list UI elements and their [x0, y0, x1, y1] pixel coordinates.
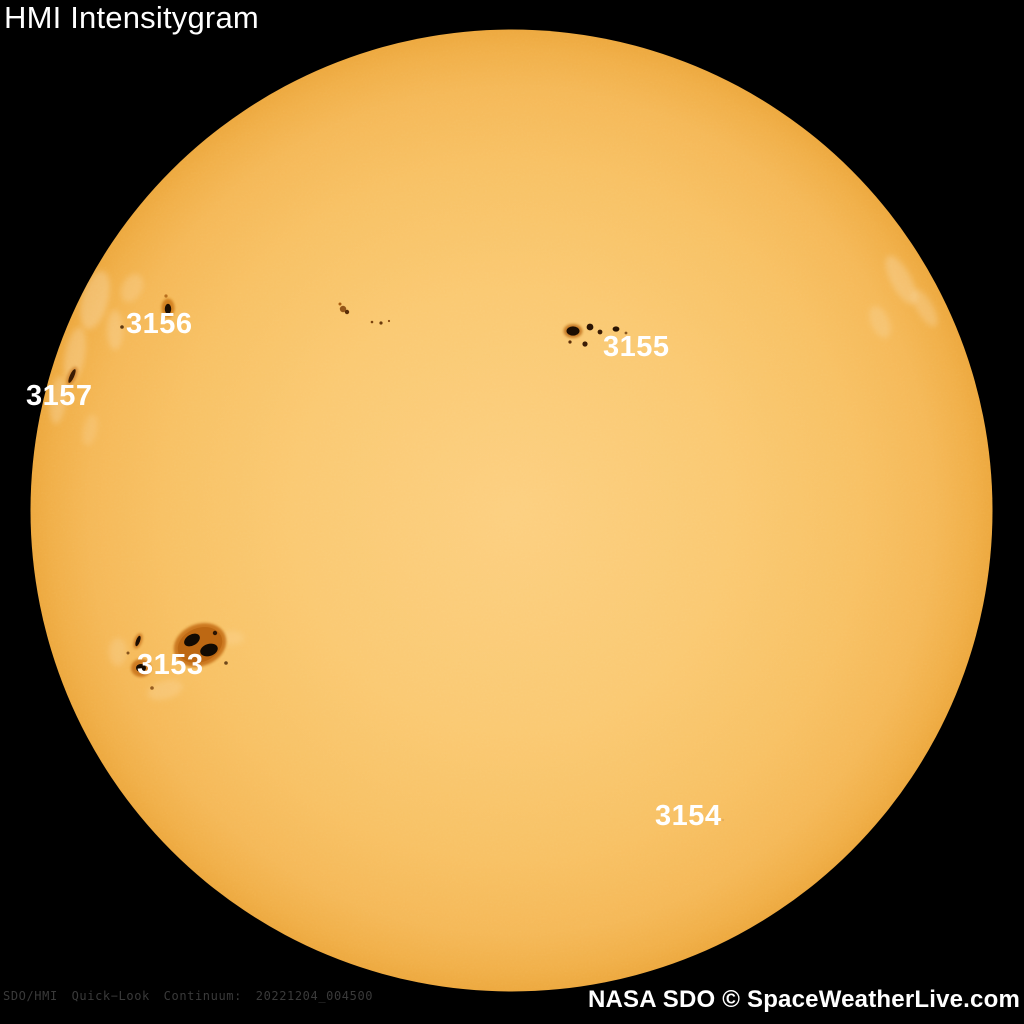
sunspot-group-unlabeled	[338, 302, 391, 325]
faculae-left-limb	[49, 270, 144, 446]
page-title: HMI Intensitygram	[4, 0, 259, 35]
faculae-region-3153	[109, 631, 244, 700]
active-region-label-3154: 3154	[655, 800, 722, 832]
active-region-label-3157: 3157	[26, 380, 93, 412]
sunspot-group-3154	[713, 814, 725, 822]
sunspot-group-3155	[563, 323, 628, 347]
sunspot-group-3157	[66, 366, 78, 386]
credit-watermark: NASA SDO © SpaceWeatherLive.com	[587, 986, 1020, 1013]
sunspot-group-3153	[126, 623, 228, 690]
instrument-timestamp-caption: SDO/HMI Quick−Look Continuum: 20221204_0…	[3, 989, 374, 1003]
active-region-label-3155: 3155	[603, 331, 670, 363]
active-region-label-3153: 3153	[137, 649, 204, 681]
active-region-label-3156: 3156	[126, 308, 193, 340]
sunspot-group-3156	[120, 294, 175, 329]
